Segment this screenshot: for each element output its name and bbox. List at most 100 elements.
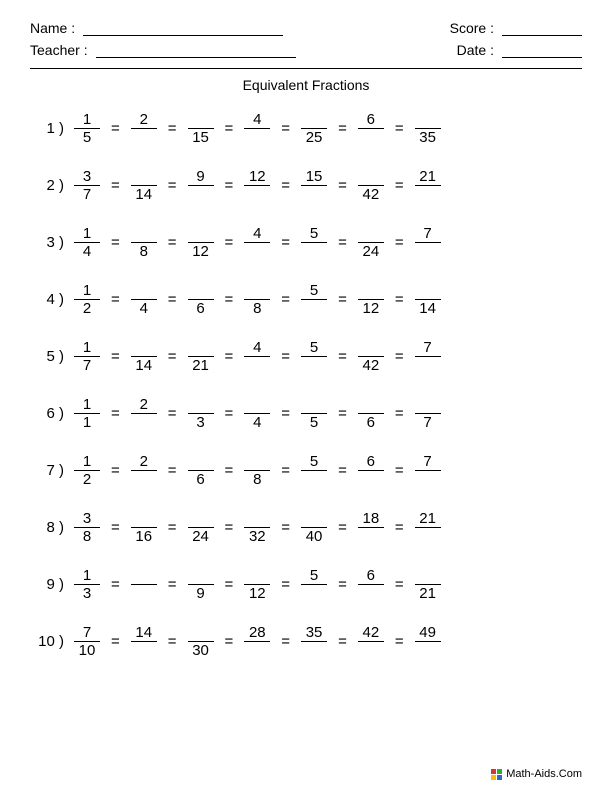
numerator[interactable] xyxy=(416,396,440,413)
denominator[interactable] xyxy=(359,642,383,659)
denominator[interactable] xyxy=(245,186,269,203)
equals-sign: = xyxy=(218,177,241,194)
numerator[interactable] xyxy=(416,111,440,128)
denominator[interactable] xyxy=(302,300,326,317)
numerator: 1 xyxy=(75,453,99,470)
denominator[interactable] xyxy=(132,642,156,659)
problem-number: 9 ) xyxy=(30,576,70,593)
denominator[interactable] xyxy=(416,186,440,203)
numerator[interactable] xyxy=(132,282,156,299)
denominator[interactable] xyxy=(302,243,326,260)
numerator[interactable] xyxy=(189,510,213,527)
problem-number: 4 ) xyxy=(30,291,70,308)
numerator[interactable] xyxy=(359,396,383,413)
denominator[interactable] xyxy=(132,585,156,602)
numerator: 7 xyxy=(416,453,440,470)
fraction: 24 xyxy=(354,225,388,260)
numerator[interactable] xyxy=(359,339,383,356)
numerator[interactable] xyxy=(245,510,269,527)
numerator[interactable] xyxy=(302,510,326,527)
fraction: 710 xyxy=(70,624,104,659)
denominator[interactable] xyxy=(302,471,326,488)
numerator[interactable] xyxy=(245,453,269,470)
denominator[interactable] xyxy=(245,642,269,659)
equals-sign: = xyxy=(161,177,184,194)
denominator[interactable] xyxy=(359,585,383,602)
numerator[interactable] xyxy=(416,282,440,299)
problem-row: 9 )13==9=12=5=6=21 xyxy=(30,567,582,602)
denominator[interactable] xyxy=(302,585,326,602)
fraction xyxy=(127,567,161,602)
equals-sign: = xyxy=(388,291,411,308)
fraction: 21 xyxy=(411,510,445,545)
numerator[interactable] xyxy=(302,396,326,413)
numerator[interactable] xyxy=(189,453,213,470)
denominator[interactable] xyxy=(359,528,383,545)
numerator[interactable] xyxy=(359,282,383,299)
fraction: 28 xyxy=(240,624,274,659)
fraction: 24 xyxy=(184,510,218,545)
denominator: 35 xyxy=(416,129,440,146)
numerator[interactable] xyxy=(189,282,213,299)
denominator[interactable] xyxy=(132,129,156,146)
denominator[interactable] xyxy=(245,129,269,146)
numerator[interactable] xyxy=(359,225,383,242)
numerator[interactable] xyxy=(416,567,440,584)
numerator[interactable] xyxy=(189,396,213,413)
denominator[interactable] xyxy=(416,357,440,374)
numerator[interactable] xyxy=(245,282,269,299)
fraction: 9 xyxy=(184,567,218,602)
problem-row: 6 )11=2=3=4=5=6=7 xyxy=(30,396,582,431)
denominator: 40 xyxy=(302,528,326,545)
numerator[interactable] xyxy=(189,624,213,641)
equals-sign: = xyxy=(218,120,241,137)
numerator[interactable] xyxy=(245,567,269,584)
fraction: 5 xyxy=(297,282,331,317)
equals-sign: = xyxy=(388,405,411,422)
denominator[interactable] xyxy=(416,642,440,659)
numerator: 5 xyxy=(302,453,326,470)
denominator[interactable] xyxy=(245,243,269,260)
denominator[interactable] xyxy=(302,186,326,203)
denominator: 42 xyxy=(359,357,383,374)
equals-sign: = xyxy=(274,633,297,650)
equals-sign: = xyxy=(161,576,184,593)
denominator: 9 xyxy=(189,585,213,602)
numerator[interactable] xyxy=(132,168,156,185)
numerator[interactable] xyxy=(189,225,213,242)
denominator[interactable] xyxy=(302,357,326,374)
denominator: 6 xyxy=(189,471,213,488)
equals-sign: = xyxy=(104,291,127,308)
denominator[interactable] xyxy=(132,414,156,431)
denominator[interactable] xyxy=(189,186,213,203)
numerator[interactable] xyxy=(245,396,269,413)
numerator[interactable] xyxy=(132,510,156,527)
denominator[interactable] xyxy=(416,243,440,260)
denominator[interactable] xyxy=(359,471,383,488)
equals-sign: = xyxy=(331,234,354,251)
date-blank[interactable] xyxy=(502,44,582,58)
teacher-blank[interactable] xyxy=(96,44,296,58)
denominator[interactable] xyxy=(245,357,269,374)
numerator: 2 xyxy=(132,396,156,413)
score-blank[interactable] xyxy=(502,22,582,36)
fraction: 18 xyxy=(354,510,388,545)
numerator[interactable] xyxy=(302,111,326,128)
equals-sign: = xyxy=(104,234,127,251)
numerator[interactable] xyxy=(132,225,156,242)
name-blank[interactable] xyxy=(83,22,283,36)
denominator[interactable] xyxy=(416,471,440,488)
numerator[interactable] xyxy=(189,339,213,356)
numerator[interactable] xyxy=(189,567,213,584)
numerator[interactable] xyxy=(132,567,156,584)
denominator[interactable] xyxy=(132,471,156,488)
numerator[interactable] xyxy=(359,168,383,185)
denominator[interactable] xyxy=(416,528,440,545)
numerator: 1 xyxy=(75,225,99,242)
denominator[interactable] xyxy=(359,129,383,146)
fraction: 49 xyxy=(411,624,445,659)
denominator[interactable] xyxy=(302,642,326,659)
fraction: 3 xyxy=(184,396,218,431)
numerator[interactable] xyxy=(189,111,213,128)
numerator[interactable] xyxy=(132,339,156,356)
